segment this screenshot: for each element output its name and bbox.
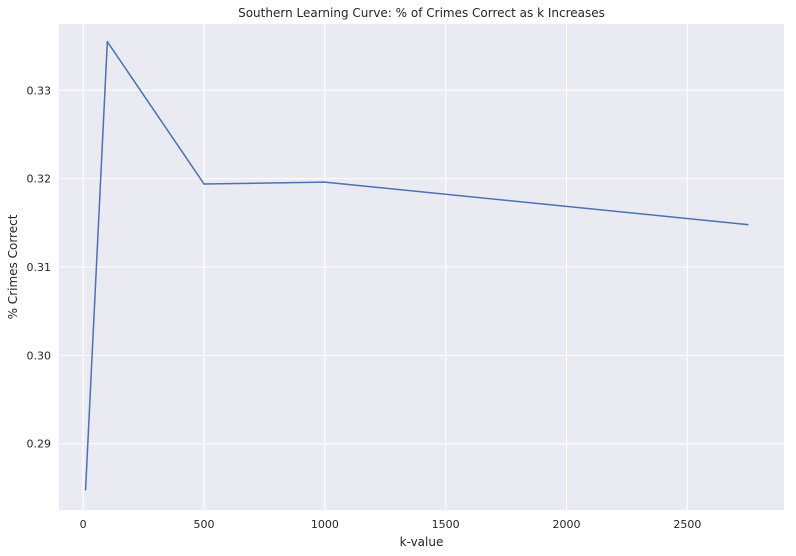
y-tick-label: 0.30	[27, 349, 52, 362]
x-axis-label: k-value	[400, 535, 444, 549]
x-tick-labels: 0 500 1000 1500 2000 2500	[80, 518, 702, 531]
data-point	[106, 40, 109, 43]
data-point	[203, 183, 205, 185]
x-tick-label: 1000	[311, 518, 339, 531]
x-tick-label: 2000	[553, 518, 581, 531]
data-point	[84, 488, 87, 491]
data-point	[324, 181, 326, 183]
x-tick-label: 0	[80, 518, 87, 531]
y-axis-label: % Crimes Correct	[6, 214, 20, 319]
chart-title: Southern Learning Curve: % of Crimes Cor…	[238, 6, 605, 20]
x-tick-label: 1500	[432, 518, 460, 531]
y-tick-label: 0.33	[27, 84, 52, 97]
x-tick-label: 500	[194, 518, 215, 531]
y-tick-label: 0.29	[27, 438, 52, 451]
x-tick-label: 2500	[673, 518, 701, 531]
series-layer	[84, 40, 749, 491]
y-tick-label: 0.32	[27, 173, 52, 186]
y-tick-labels: 0.29 0.30 0.31 0.32 0.33	[27, 84, 52, 450]
data-point	[746, 223, 749, 226]
y-gridlines	[59, 89, 784, 445]
y-tick-label: 0.31	[27, 261, 52, 274]
